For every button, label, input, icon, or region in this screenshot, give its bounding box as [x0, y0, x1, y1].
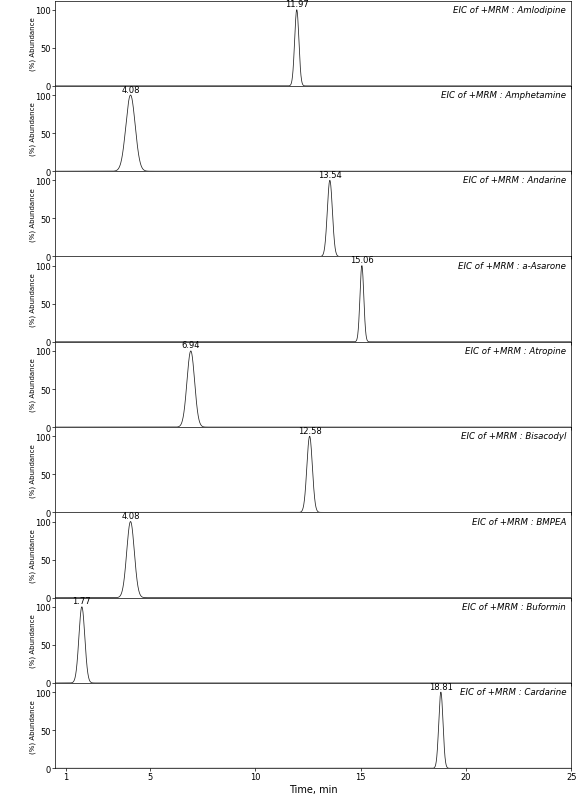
Text: EIC of +MRM : Cardarine: EIC of +MRM : Cardarine: [459, 687, 566, 696]
Text: EIC of +MRM : Amphetamine: EIC of +MRM : Amphetamine: [441, 91, 566, 100]
Text: EIC of +MRM : Bisacodyl: EIC of +MRM : Bisacodyl: [461, 431, 566, 441]
Y-axis label: (%) Abundance: (%) Abundance: [29, 273, 35, 326]
Y-axis label: (%) Abundance: (%) Abundance: [29, 699, 35, 752]
Text: EIC of +MRM : a-Asarone: EIC of +MRM : a-Asarone: [458, 261, 566, 270]
Text: EIC of +MRM : Buformin: EIC of +MRM : Buformin: [462, 602, 566, 611]
Y-axis label: (%) Abundance: (%) Abundance: [29, 614, 35, 667]
Y-axis label: (%) Abundance: (%) Abundance: [29, 444, 35, 497]
X-axis label: Time, min: Time, min: [289, 784, 338, 794]
Y-axis label: (%) Abundance: (%) Abundance: [29, 18, 35, 71]
Text: 4.08: 4.08: [121, 85, 140, 95]
Text: 1.77: 1.77: [72, 597, 91, 606]
Text: EIC of +MRM : Amlodipine: EIC of +MRM : Amlodipine: [454, 6, 566, 15]
Text: EIC of +MRM : Atropine: EIC of +MRM : Atropine: [465, 346, 566, 355]
Text: 13.54: 13.54: [318, 171, 342, 180]
Text: 15.06: 15.06: [350, 256, 374, 265]
Text: 11.97: 11.97: [285, 0, 309, 9]
Y-axis label: (%) Abundance: (%) Abundance: [29, 358, 35, 411]
Text: 6.94: 6.94: [182, 341, 200, 350]
Y-axis label: (%) Abundance: (%) Abundance: [29, 529, 35, 582]
Text: 12.58: 12.58: [298, 426, 321, 435]
Text: EIC of +MRM : BMPEA: EIC of +MRM : BMPEA: [472, 517, 566, 526]
Y-axis label: (%) Abundance: (%) Abundance: [29, 103, 35, 156]
Text: 18.81: 18.81: [429, 682, 453, 691]
Text: 4.08: 4.08: [121, 512, 140, 520]
Y-axis label: (%) Abundance: (%) Abundance: [29, 188, 35, 241]
Text: EIC of +MRM : Andarine: EIC of +MRM : Andarine: [463, 176, 566, 185]
